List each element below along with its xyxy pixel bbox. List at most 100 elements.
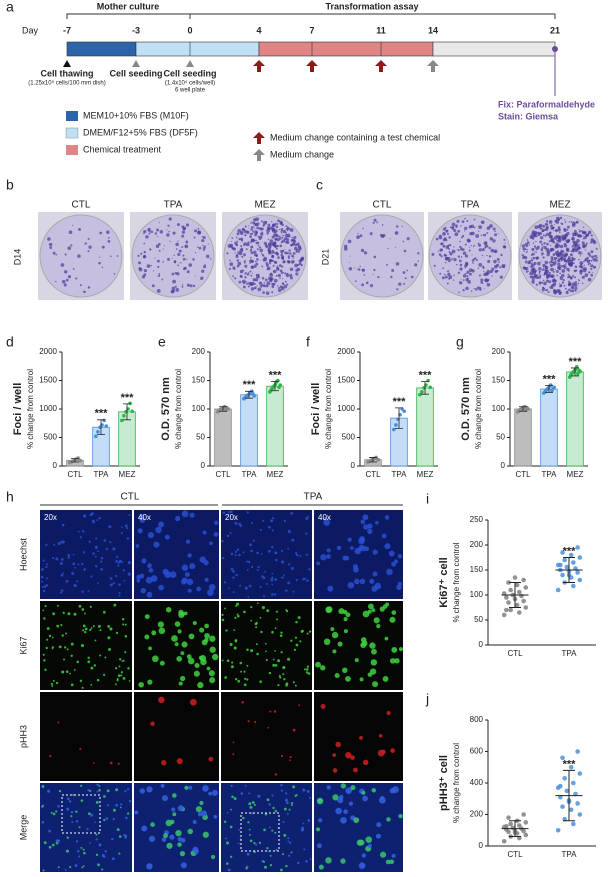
- colony: [292, 258, 294, 260]
- colony: [254, 287, 256, 290]
- colony: [595, 259, 599, 262]
- colony: [281, 233, 283, 235]
- colony: [249, 235, 252, 238]
- cell-dot: [59, 562, 63, 566]
- cell-dot: [55, 841, 59, 845]
- cell-dot: [147, 531, 155, 539]
- colony: [242, 281, 246, 285]
- colony: [460, 256, 463, 258]
- colony: [150, 264, 152, 267]
- colony: [252, 278, 256, 282]
- group-label: CTL: [121, 492, 140, 503]
- cell-dot: [97, 550, 99, 553]
- cell-dot: [65, 579, 69, 583]
- colony: [447, 244, 450, 247]
- colony: [477, 267, 480, 270]
- cell-dot: [225, 629, 228, 632]
- cell-dot: [53, 543, 56, 546]
- colony: [568, 221, 570, 223]
- colony: [557, 262, 561, 266]
- colony: [87, 250, 90, 253]
- cell-dot: [92, 625, 95, 628]
- colony: [237, 229, 242, 233]
- panel-letter: h: [6, 489, 14, 505]
- data-point: [506, 815, 511, 820]
- colony: [244, 262, 246, 264]
- colony: [267, 242, 271, 246]
- cell-dot: [266, 798, 270, 802]
- colony: [61, 279, 66, 284]
- y-axis-subtitle: % change from control: [452, 542, 461, 622]
- colony: [398, 282, 402, 286]
- colony: [545, 266, 548, 269]
- colony: [298, 251, 300, 254]
- cell-dot: [99, 654, 102, 657]
- colony: [359, 265, 361, 268]
- colony: [201, 239, 205, 243]
- colony: [286, 238, 290, 242]
- colony: [179, 262, 181, 264]
- colony: [446, 282, 449, 285]
- stain-label: Hoechst: [18, 538, 28, 572]
- cell-dot: [342, 667, 348, 673]
- mean-sd: [555, 769, 583, 822]
- cell-dot: [134, 810, 139, 815]
- colony: [294, 239, 296, 241]
- cell-dot: [242, 551, 245, 554]
- colony: [483, 287, 485, 289]
- plate-label: TPA: [461, 200, 480, 211]
- colony: [166, 233, 170, 237]
- cell-dot: [198, 655, 203, 660]
- data-point: [560, 804, 565, 809]
- cell-dot: [264, 570, 267, 573]
- cell-dot: [146, 786, 153, 793]
- cell-dot: [258, 841, 262, 845]
- colony: [253, 253, 257, 257]
- colony: [500, 253, 503, 257]
- error-bar: [219, 406, 227, 412]
- colony: [565, 247, 570, 252]
- colony: [236, 240, 239, 243]
- cell-dot: [303, 848, 306, 851]
- colony: [403, 282, 406, 285]
- cell-dot: [50, 682, 54, 686]
- colony: [248, 271, 250, 274]
- colony: [561, 269, 566, 273]
- cell-dot: [298, 704, 301, 707]
- colony: [542, 224, 546, 228]
- colony: [572, 250, 575, 253]
- data-point: [506, 580, 511, 585]
- colony: [174, 285, 177, 288]
- cell-dot: [68, 800, 72, 803]
- cell-dot: [287, 547, 290, 550]
- colony: [202, 244, 204, 247]
- colony: [562, 252, 564, 254]
- cell-dot: [166, 842, 173, 849]
- cell-dot: [180, 838, 186, 843]
- cell-dot: [209, 646, 216, 653]
- colony: [192, 258, 195, 261]
- micrograph: [40, 601, 132, 690]
- data-point: [568, 764, 574, 770]
- event-note: (1.4x10⁴ cells/well): [165, 80, 215, 87]
- colony: [251, 238, 255, 243]
- colony: [64, 270, 68, 274]
- cell-dot: [209, 635, 216, 642]
- cell-dot: [122, 659, 125, 662]
- colony: [141, 275, 146, 279]
- cell-dot: [50, 811, 53, 814]
- colony: [293, 236, 297, 240]
- colony: [568, 263, 570, 265]
- y-tick-label: 150: [492, 376, 506, 385]
- error-bar: [97, 419, 105, 436]
- colony: [528, 273, 531, 275]
- colony: [451, 226, 455, 230]
- colony: [570, 277, 573, 279]
- colony: [169, 240, 171, 243]
- colony: [98, 261, 101, 265]
- colony: [75, 277, 78, 280]
- colony: [265, 291, 270, 295]
- cell-dot: [115, 803, 119, 807]
- cell-dot: [163, 833, 168, 839]
- colony: [148, 232, 151, 235]
